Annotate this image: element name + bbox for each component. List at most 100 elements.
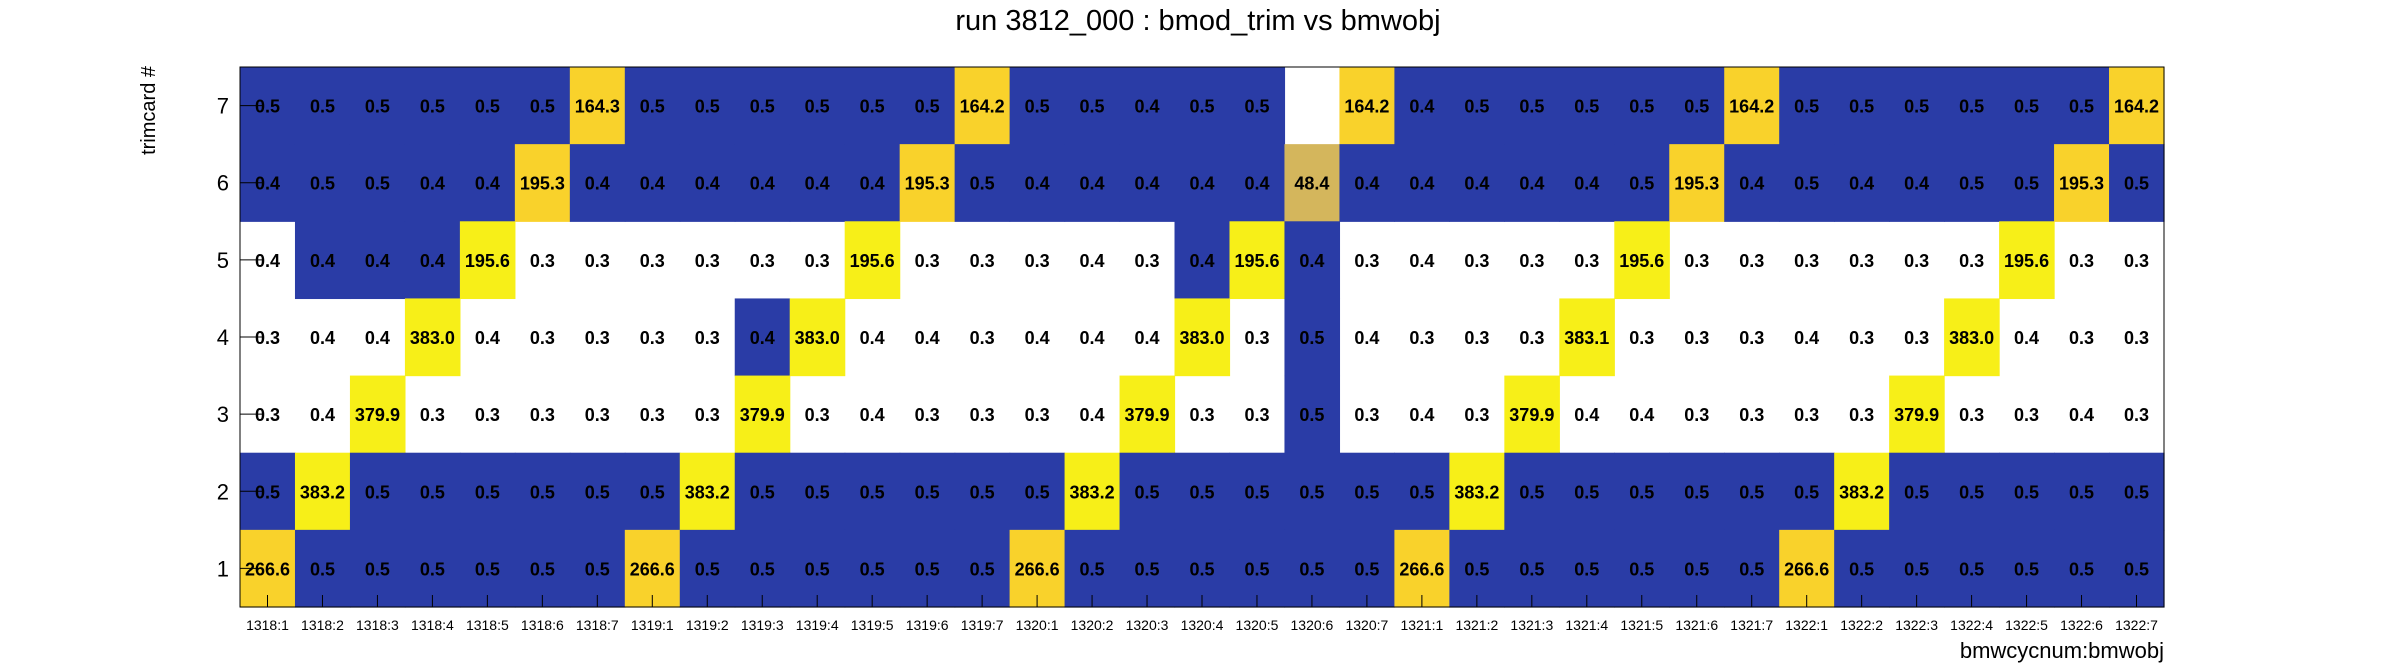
heatmap-cell <box>1944 67 2000 145</box>
cell-value-label: 0.5 <box>585 559 610 579</box>
cell-value-label: 195.3 <box>1674 174 1719 194</box>
cell-value-label: 0.5 <box>2014 174 2039 194</box>
heatmap-cell <box>1504 144 1560 222</box>
heatmap-cell <box>2054 452 2110 531</box>
cell-value-label: 0.3 <box>255 328 280 348</box>
heatmap-cell <box>294 529 351 608</box>
x-tick-label: 1320:4 <box>1181 617 1224 633</box>
cell-value-label: 0.4 <box>750 328 775 348</box>
cell-value-label: 0.5 <box>475 97 500 117</box>
cell-value-label: 383.2 <box>1070 482 1115 502</box>
cell-value-label: 0.5 <box>1959 97 1984 117</box>
heatmap-cell <box>1614 452 1670 531</box>
heatmap-cell <box>1394 144 1450 222</box>
cell-value-label: 0.3 <box>2124 405 2149 425</box>
heatmap-cell <box>349 529 406 608</box>
heatmap-cell <box>1064 144 1121 222</box>
cell-value-label: 48.4 <box>1294 174 1329 194</box>
cell-value-label: 0.5 <box>2124 482 2149 502</box>
heatmap-cell <box>844 452 901 531</box>
heatmap-cell <box>734 298 791 377</box>
cell-value-label: 0.5 <box>695 97 720 117</box>
cell-value-label: 0.3 <box>585 328 610 348</box>
cell-value-label: 0.5 <box>1904 559 1929 579</box>
cell-value-label: 0.5 <box>1574 482 1599 502</box>
heatmap-cell <box>1119 375 1176 454</box>
cell-value-label: 0.5 <box>1574 559 1599 579</box>
cell-value-label: 266.6 <box>1015 559 1060 579</box>
cell-value-label: 195.6 <box>2004 251 2049 271</box>
cell-value-label: 0.5 <box>1244 559 1269 579</box>
cell-value-label: 0.3 <box>1464 251 1489 271</box>
x-tick-label: 1322:6 <box>2060 617 2103 633</box>
cell-value-label: 0.4 <box>1794 328 1819 348</box>
cell-value-label: 0.4 <box>310 405 335 425</box>
cell-value-label: 0.3 <box>1684 251 1709 271</box>
x-tick-label: 1322:7 <box>2115 617 2158 633</box>
cell-value-label: 0.5 <box>1299 482 1324 502</box>
cell-value-label: 0.5 <box>1189 482 1214 502</box>
cell-value-label: 195.3 <box>905 174 950 194</box>
heatmap-cell <box>349 452 406 531</box>
cell-value-label: 0.3 <box>915 251 940 271</box>
cell-value-label: 379.9 <box>740 405 785 425</box>
cell-value-label: 379.9 <box>1125 405 1170 425</box>
heatmap-cell <box>899 144 956 222</box>
heatmap-cell <box>1009 529 1066 608</box>
cell-value-label: 0.3 <box>1135 251 1160 271</box>
cell-value-label: 0.5 <box>2124 174 2149 194</box>
cell-value-label: 0.5 <box>530 97 555 117</box>
cell-value-label: 379.9 <box>355 405 400 425</box>
cell-value-label: 0.5 <box>530 482 555 502</box>
heatmap-cell <box>2109 67 2165 145</box>
heatmap-cell <box>1999 144 2055 222</box>
heatmap-cell <box>569 67 626 145</box>
cell-value-label: 0.3 <box>530 405 555 425</box>
x-tick-label: 1321:7 <box>1730 617 1773 633</box>
heatmap-cell <box>1229 144 1286 222</box>
cell-value-label: 0.4 <box>1409 174 1434 194</box>
cell-value-label: 0.3 <box>640 405 665 425</box>
y-tick-label: 3 <box>217 402 229 427</box>
cell-value-label: 0.4 <box>1904 174 1929 194</box>
heatmap-cell <box>1394 529 1450 608</box>
cell-value-label: 0.5 <box>420 482 445 502</box>
heatmap-cell <box>294 67 351 145</box>
heatmap-cell <box>1834 452 1890 531</box>
cell-value-label: 0.5 <box>1684 482 1709 502</box>
cell-value-label: 0.4 <box>915 328 940 348</box>
cell-value-label: 0.5 <box>1464 97 1489 117</box>
heatmap-cell <box>2054 144 2110 222</box>
heatmap-cell <box>1064 452 1121 531</box>
cell-value-label: 0.5 <box>1629 97 1654 117</box>
heatmap-cell <box>1339 529 1395 608</box>
x-tick-label: 1322:1 <box>1785 617 1828 633</box>
heatmap-cell <box>1889 529 1945 608</box>
cell-value-label: 0.5 <box>1519 97 1544 117</box>
x-tick-label: 1322:2 <box>1840 617 1883 633</box>
cell-value-label: 0.5 <box>1354 559 1379 579</box>
heatmap-cell <box>1834 529 1890 608</box>
cell-value-label: 0.5 <box>1794 482 1819 502</box>
cell-value-label: 0.3 <box>1739 405 1764 425</box>
cell-value-label: 0.4 <box>310 251 335 271</box>
heatmap-cell <box>294 144 351 222</box>
heatmap-cell <box>789 452 846 531</box>
heatmap-cell <box>734 529 791 608</box>
cell-value-label: 0.5 <box>475 482 500 502</box>
heatmap-cell <box>679 144 736 222</box>
heatmap-cell <box>569 144 626 222</box>
cell-value-label: 0.5 <box>640 482 665 502</box>
heatmap-cell <box>1009 144 1066 222</box>
cell-value-label: 0.3 <box>1739 328 1764 348</box>
cell-value-label: 0.3 <box>915 405 940 425</box>
cell-value-label: 0.3 <box>1519 251 1544 271</box>
heatmap-cell <box>844 221 901 300</box>
cell-value-label: 0.5 <box>750 482 775 502</box>
cell-value-label: 383.0 <box>1949 328 1994 348</box>
heatmap-cell <box>2054 529 2110 608</box>
cell-value-label: 0.5 <box>1135 482 1160 502</box>
cell-value-label: 0.5 <box>365 174 390 194</box>
heatmap-cell <box>1999 67 2055 145</box>
heatmap-cell <box>1339 67 1395 145</box>
